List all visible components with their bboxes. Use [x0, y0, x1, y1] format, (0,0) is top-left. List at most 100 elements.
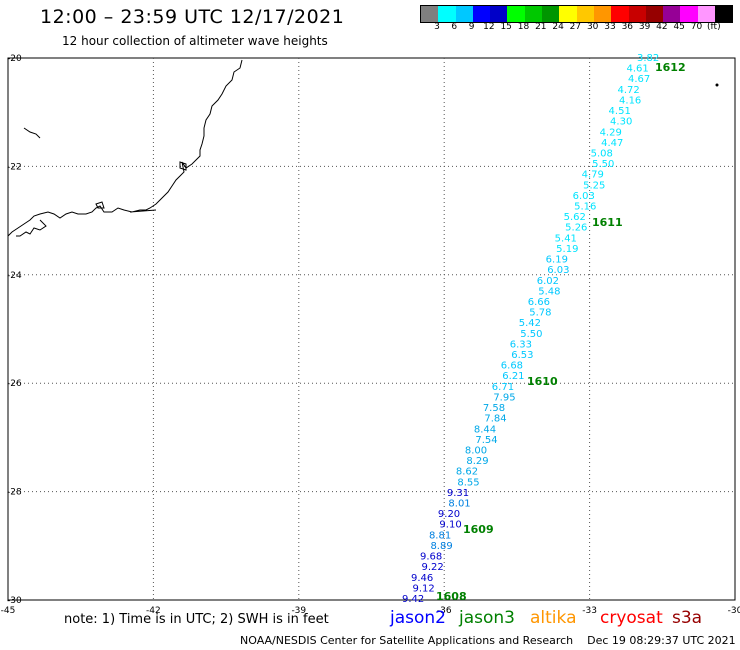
wave-height-value: 4.29: [600, 127, 622, 138]
scale-swatch: [507, 6, 525, 22]
wave-height-value: 8.81: [429, 530, 451, 541]
wave-height-value: 6.19: [546, 255, 568, 266]
footer-timestamp: Dec 19 08:29:37 UTC 2021: [587, 634, 736, 647]
satellite-legend-jason2: jason2: [390, 608, 446, 628]
scale-label: 6: [451, 22, 458, 32]
scale-swatch: [524, 6, 543, 22]
wave-height-value: 9.42: [402, 594, 424, 605]
scale-label: 21: [535, 22, 547, 32]
lon-tick-label: -36: [437, 606, 452, 616]
wave-height-value: 8.29: [466, 456, 488, 467]
lat-tick-label: -28: [7, 488, 22, 498]
scale-swatch: [455, 6, 473, 22]
wave-height-value: 5.48: [538, 286, 560, 297]
scale-swatch: [421, 6, 439, 22]
scale-label: 9: [468, 22, 475, 32]
scale-swatch: [715, 6, 733, 22]
time-label: 1608: [436, 590, 467, 603]
scale-swatch: [611, 6, 629, 22]
footer-credit: NOAA/NESDIS Center for Satellite Applica…: [240, 634, 736, 647]
lon-tick-label: -42: [146, 606, 161, 616]
wave-height-value: 8.62: [456, 467, 478, 478]
scale-swatch: [472, 6, 491, 22]
lat-tick-label: -22: [7, 162, 22, 172]
scale-swatch: [490, 6, 508, 22]
wave-height-value: 8.44: [474, 424, 496, 435]
lon-tick-label: -30: [728, 606, 740, 616]
satellite-legend-altika: altika: [530, 608, 577, 628]
time-label: 1610: [527, 375, 558, 388]
footer-credit-text: NOAA/NESDIS Center for Satellite Applica…: [240, 634, 574, 647]
time-label: 1611: [592, 216, 623, 229]
wave-height-value: 6.03: [547, 265, 569, 276]
wave-height-value: 9.20: [438, 509, 460, 520]
lat-tick-label: -26: [7, 379, 22, 389]
lon-tick-label: -45: [1, 606, 16, 616]
scale-swatch: [663, 6, 681, 22]
units-note: note: 1) Time is in UTC; 2) SWH is in fe…: [64, 612, 329, 627]
lon-tick-label: -39: [291, 606, 306, 616]
wave-height-value: 5.50: [592, 159, 614, 170]
scale-label: (ft): [707, 22, 721, 32]
scale-swatch: [438, 6, 456, 22]
scale-swatch: [645, 6, 664, 22]
island-marker: [715, 83, 719, 87]
scale-label: 36: [621, 22, 634, 32]
scale-label: 18: [517, 22, 530, 32]
chart-subtitle: 12 hour collection of altimeter wave hei…: [62, 34, 328, 48]
wave-height-value: 7.84: [484, 414, 506, 425]
wave-height-value: 3.82: [637, 53, 659, 64]
wave-height-value: 8.89: [430, 541, 452, 552]
color-scale-labels: 3 6 9 12 15 18 21 24 27 30 33 36 39 42 45 70 (ft): [420, 22, 730, 34]
wave-height-value: 4.30: [610, 117, 632, 128]
scale-swatch: [628, 6, 646, 22]
wave-height-value: 5.25: [583, 180, 605, 191]
wave-height-value: 8.55: [457, 477, 479, 488]
wave-height-value: 7.54: [475, 435, 497, 446]
wave-height-value: 6.68: [501, 361, 523, 372]
wave-height-value: 9.46: [411, 573, 433, 584]
wave-height-value: 9.10: [439, 520, 461, 531]
scale-label: 39: [638, 22, 651, 32]
wave-height-value: 6.33: [510, 339, 532, 350]
wave-height-value: 5.08: [591, 148, 613, 159]
wave-height-value: 6.71: [492, 382, 514, 393]
satellite-legend-jason3: jason3: [459, 608, 515, 628]
scale-label: 12: [483, 22, 495, 32]
wave-height-value: 9.12: [412, 583, 434, 594]
time-label: 1609: [463, 523, 494, 536]
lon-tick-label: -33: [582, 606, 597, 616]
color-scale-bar: [420, 5, 734, 23]
scale-label: 3: [434, 22, 440, 32]
wave-height-value: 5.16: [574, 202, 596, 213]
wave-height-value: 8.01: [448, 499, 470, 510]
wave-height-value: 7.58: [483, 403, 505, 414]
wave-height-value: 6.53: [511, 350, 533, 361]
map-frame: [7, 57, 736, 601]
wave-height-value: 4.61: [627, 64, 649, 75]
wave-height-value: 5.26: [565, 223, 587, 234]
lat-tick-label: -24: [7, 271, 22, 281]
wave-height-value: 4.72: [618, 85, 640, 96]
wave-height-value: 5.50: [520, 329, 542, 340]
scale-swatch: [680, 6, 698, 22]
wave-height-value: 6.21: [502, 371, 524, 382]
scale-label: 45: [673, 22, 685, 32]
wave-height-value: 6.02: [537, 276, 559, 287]
scale-label: 24: [552, 22, 564, 32]
scale-label: 30: [586, 22, 599, 32]
scale-label: 27: [569, 22, 582, 32]
wave-height-value: 5.42: [519, 318, 541, 329]
lat-tick-label: -30: [7, 596, 22, 606]
wave-height-value: 4.67: [628, 74, 650, 85]
scale-swatch: [542, 6, 560, 22]
wave-height-value: 4.51: [609, 106, 631, 117]
scale-label: 70: [690, 22, 703, 32]
wave-height-value: 6.03: [573, 191, 595, 202]
wave-height-value: 4.16: [619, 95, 641, 106]
wave-height-value: 5.62: [564, 212, 586, 223]
wave-height-value: 6.66: [528, 297, 550, 308]
scale-swatch: [559, 6, 577, 22]
wave-height-value: 8.00: [465, 445, 487, 456]
